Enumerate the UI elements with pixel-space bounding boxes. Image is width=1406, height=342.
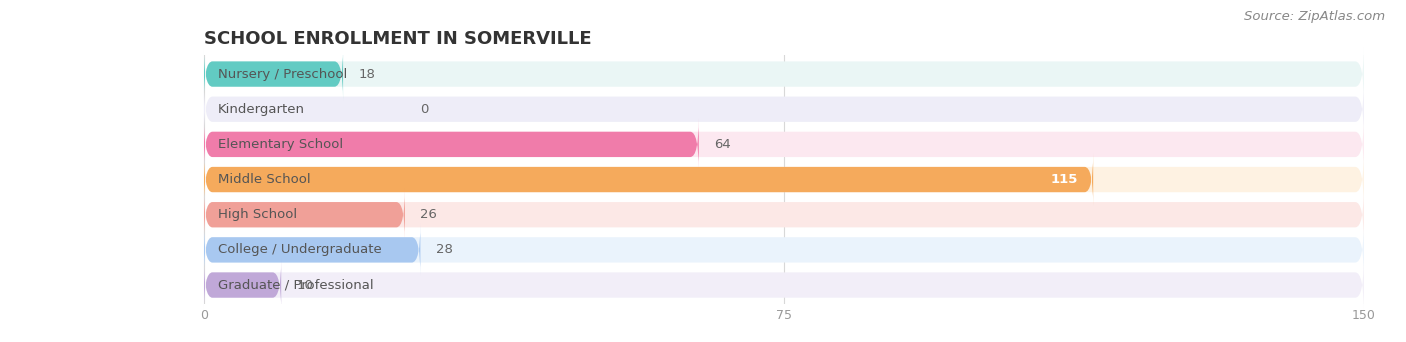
Text: 10: 10 [297,278,314,291]
Text: 28: 28 [436,244,453,256]
FancyBboxPatch shape [204,48,1364,100]
Text: Source: ZipAtlas.com: Source: ZipAtlas.com [1244,10,1385,23]
FancyBboxPatch shape [204,224,1364,276]
Text: 18: 18 [359,68,375,81]
Text: 64: 64 [714,138,731,151]
Text: Elementary School: Elementary School [218,138,343,151]
Text: Graduate / Professional: Graduate / Professional [218,278,374,291]
Text: SCHOOL ENROLLMENT IN SOMERVILLE: SCHOOL ENROLLMENT IN SOMERVILLE [204,30,592,48]
FancyBboxPatch shape [204,224,420,276]
FancyBboxPatch shape [204,189,405,241]
FancyBboxPatch shape [204,154,1364,206]
FancyBboxPatch shape [204,189,1364,241]
Text: College / Undergraduate: College / Undergraduate [218,244,381,256]
Text: High School: High School [218,208,297,221]
Text: Nursery / Preschool: Nursery / Preschool [218,68,347,81]
FancyBboxPatch shape [204,118,1364,170]
Text: Middle School: Middle School [218,173,311,186]
FancyBboxPatch shape [204,118,699,170]
FancyBboxPatch shape [204,48,343,100]
FancyBboxPatch shape [204,259,1364,311]
Text: 26: 26 [420,208,437,221]
Text: 115: 115 [1050,173,1078,186]
Text: 0: 0 [420,103,429,116]
FancyBboxPatch shape [204,154,1094,206]
FancyBboxPatch shape [204,259,281,311]
Text: Kindergarten: Kindergarten [218,103,305,116]
FancyBboxPatch shape [204,83,1364,135]
